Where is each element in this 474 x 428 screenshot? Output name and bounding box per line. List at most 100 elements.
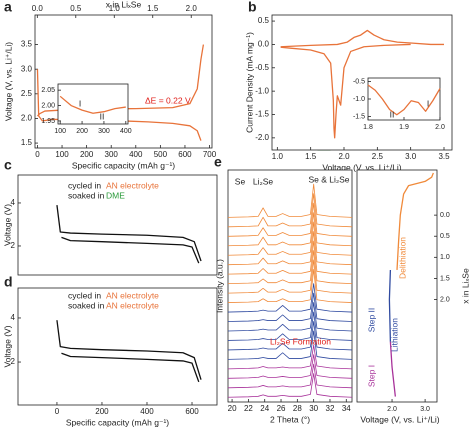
y-tick-label: -2.0 — [255, 133, 269, 142]
x-tick-label: 1.8 — [363, 124, 373, 131]
annotation: soaked in — [68, 190, 105, 200]
y-tick-label: 0.0 — [258, 40, 270, 49]
x-tick-label: 0 — [55, 407, 60, 416]
data-line — [227, 183, 353, 218]
x-tick-label: 26 — [277, 404, 286, 413]
data-line — [280, 29, 444, 48]
data-line — [56, 205, 202, 262]
x-tick-label: 34 — [342, 404, 351, 413]
x2-tick-label: 0.5 — [70, 4, 82, 13]
y-tick-label: 2.0 — [440, 296, 450, 303]
x-axis-label: Specific capacity (mAh g⁻¹) — [66, 417, 169, 427]
data-line — [227, 240, 353, 275]
y-tick-label: 2 — [11, 357, 16, 366]
y-tick-label: 2.0 — [21, 114, 33, 123]
annotation: Li₂Se — [253, 176, 274, 186]
y-tick-label: 2.00 — [41, 102, 55, 109]
data-line — [227, 231, 353, 266]
data-line — [227, 212, 353, 247]
data-line — [280, 43, 411, 139]
plot-frame — [367, 77, 441, 121]
y-tick-label: 0.5 — [258, 16, 270, 25]
x-tick-label: 2.5 — [372, 152, 384, 161]
data-line — [396, 172, 434, 271]
x-tick-label: 32 — [326, 404, 335, 413]
x-tick-label: 600 — [185, 407, 199, 416]
x-tick-label: 2.0 — [435, 124, 445, 131]
x-tick-label: 22 — [244, 404, 253, 413]
y-axis-label: x in LiₓSe — [460, 268, 470, 304]
y-tick-label: 2.05 — [41, 87, 55, 94]
x-tick-label: 600 — [178, 150, 192, 159]
x-tick-label: 400 — [129, 150, 143, 159]
chart: 20 22 24 26 28 30 32 34 2 Theta (°) Intensity (a.… — [214, 154, 353, 424]
panel-label: b — [248, 0, 257, 15]
x-tick-label: 24 — [260, 404, 269, 413]
x2-tick-label: 1.0 — [109, 4, 121, 13]
annotation: Li₂Se Formation — [270, 336, 331, 346]
x2-axis-label: x in LiₓSe — [106, 0, 142, 9]
data-line — [227, 250, 353, 285]
annotation: ΔE = 0.22 V — [145, 95, 191, 105]
y-tick-label: 2 — [11, 241, 16, 250]
y-tick-label: 3.0 — [21, 64, 33, 73]
x-tick-label: 300 — [98, 128, 110, 135]
x-tick-label: 3.0 — [405, 152, 417, 161]
y-tick-label: 1.0 — [440, 254, 450, 261]
x-tick-label: 3.0 — [420, 406, 430, 413]
annotation: II — [100, 111, 105, 121]
data-line — [61, 236, 200, 264]
plot-frame — [17, 174, 218, 276]
annotation: DME — [106, 190, 125, 200]
x-tick-label: 700 — [203, 150, 217, 159]
data-line — [227, 202, 353, 237]
annotation: cycled in — [68, 290, 101, 300]
y-tick-label: -1.5 — [255, 110, 269, 119]
annotation: cycled in — [68, 180, 101, 190]
data-line — [227, 193, 353, 228]
x-tick-label: 2.0 — [387, 406, 397, 413]
y-tick-label: 1.5 — [21, 138, 33, 147]
chart: 0 100 200 300 400 500 600 700 0.0 0.5 1.0 1.5 2.0 1.5… — [3, 0, 217, 170]
data-line — [227, 259, 353, 294]
x2-tick-label: 2.0 — [186, 4, 198, 13]
annotation: Delithiation — [397, 237, 407, 279]
plot-frame — [356, 169, 438, 403]
plot-frame — [17, 287, 218, 406]
y-tick-label: -1.0 — [353, 96, 365, 103]
data-line — [227, 292, 353, 322]
data-line — [61, 352, 200, 383]
x2-tick-label: 1.5 — [147, 4, 159, 13]
x-tick-label: 400 — [140, 407, 154, 416]
x-tick-label: 300 — [105, 150, 119, 159]
x-tick-label: 30 — [309, 404, 318, 413]
x-axis-label: Specific capacity (mAh g⁻¹) — [72, 160, 175, 170]
annotation: Se & Li₂Se — [308, 174, 349, 184]
data-line — [59, 95, 126, 114]
data-line — [227, 330, 353, 360]
x-tick-label: 200 — [76, 128, 88, 135]
y-axis-label: Voltage (V, vs. Li⁺/Li) — [3, 42, 13, 121]
y-axis-label: Current Density (mA mg⁻¹) — [244, 32, 254, 133]
x-tick-label: 0 — [35, 150, 40, 159]
x-tick-label: 500 — [154, 150, 168, 159]
data-line — [389, 341, 396, 397]
y-axis-label: Intensity (a.u.) — [214, 259, 224, 313]
y-tick-label: 0.0 — [440, 212, 450, 219]
data-line — [227, 363, 353, 389]
data-line — [227, 354, 353, 379]
panel-label: e — [214, 154, 222, 170]
x-tick-label: 1.0 — [272, 152, 284, 161]
x-tick-label: 1.9 — [399, 124, 409, 131]
plot-frame — [34, 14, 213, 149]
y-tick-label: 1.5 — [440, 275, 450, 282]
annotation: II — [390, 109, 395, 119]
annotation: I — [79, 98, 81, 108]
panel-label: a — [4, 0, 12, 15]
x-tick-label: 200 — [80, 150, 94, 159]
x-tick-label: 3.5 — [438, 152, 450, 161]
y-tick-label: -1.5 — [353, 113, 365, 120]
